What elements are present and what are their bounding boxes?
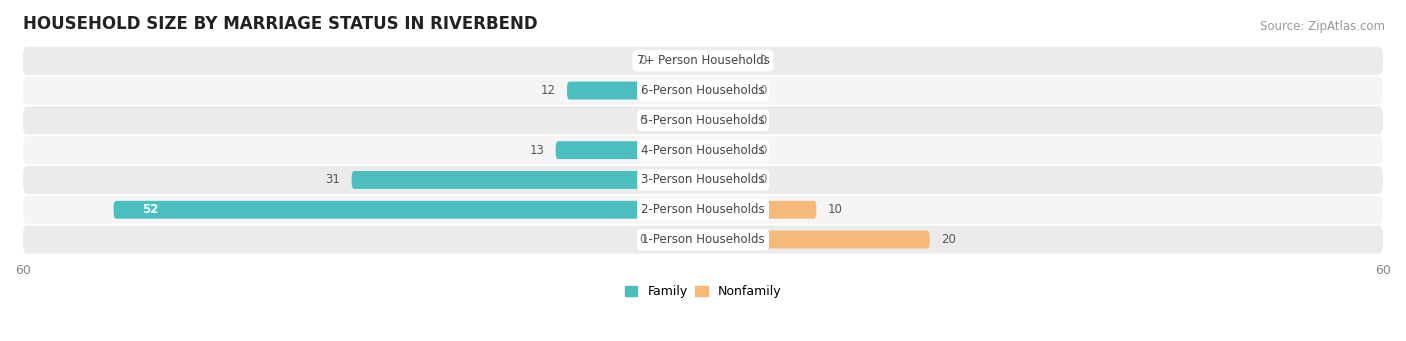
FancyBboxPatch shape (22, 77, 1384, 105)
Text: 4-Person Households: 4-Person Households (641, 144, 765, 157)
Text: 0: 0 (759, 54, 768, 67)
Text: 5-Person Households: 5-Person Households (641, 114, 765, 127)
FancyBboxPatch shape (703, 171, 748, 189)
FancyBboxPatch shape (22, 196, 1384, 224)
Text: 52: 52 (142, 203, 159, 216)
Text: 7+ Person Households: 7+ Person Households (637, 54, 769, 67)
Text: HOUSEHOLD SIZE BY MARRIAGE STATUS IN RIVERBEND: HOUSEHOLD SIZE BY MARRIAGE STATUS IN RIV… (22, 15, 537, 33)
Text: 0: 0 (638, 114, 647, 127)
Legend: Family, Nonfamily: Family, Nonfamily (624, 285, 782, 298)
Text: 0: 0 (759, 84, 768, 97)
FancyBboxPatch shape (658, 112, 703, 129)
Text: 20: 20 (941, 233, 956, 246)
FancyBboxPatch shape (22, 106, 1384, 134)
FancyBboxPatch shape (567, 81, 703, 100)
Text: 12: 12 (541, 84, 555, 97)
FancyBboxPatch shape (22, 47, 1384, 75)
Text: 2-Person Households: 2-Person Households (641, 203, 765, 216)
Text: 6-Person Households: 6-Person Households (641, 84, 765, 97)
FancyBboxPatch shape (703, 141, 748, 159)
FancyBboxPatch shape (22, 225, 1384, 254)
Text: 0: 0 (759, 144, 768, 157)
Text: 3-Person Households: 3-Person Households (641, 174, 765, 187)
Text: Source: ZipAtlas.com: Source: ZipAtlas.com (1260, 20, 1385, 33)
Text: 0: 0 (759, 174, 768, 187)
FancyBboxPatch shape (658, 231, 703, 249)
FancyBboxPatch shape (703, 52, 748, 70)
Text: 0: 0 (638, 54, 647, 67)
Text: 13: 13 (530, 144, 544, 157)
FancyBboxPatch shape (22, 136, 1384, 164)
FancyBboxPatch shape (22, 166, 1384, 194)
Text: 0: 0 (638, 233, 647, 246)
Text: 1-Person Households: 1-Person Households (641, 233, 765, 246)
FancyBboxPatch shape (703, 201, 817, 219)
FancyBboxPatch shape (114, 201, 703, 219)
FancyBboxPatch shape (703, 231, 929, 249)
FancyBboxPatch shape (703, 112, 748, 129)
FancyBboxPatch shape (555, 141, 703, 159)
Text: 0: 0 (759, 114, 768, 127)
Text: 31: 31 (325, 174, 340, 187)
FancyBboxPatch shape (352, 171, 703, 189)
FancyBboxPatch shape (658, 52, 703, 70)
Text: 10: 10 (828, 203, 842, 216)
FancyBboxPatch shape (703, 81, 748, 100)
